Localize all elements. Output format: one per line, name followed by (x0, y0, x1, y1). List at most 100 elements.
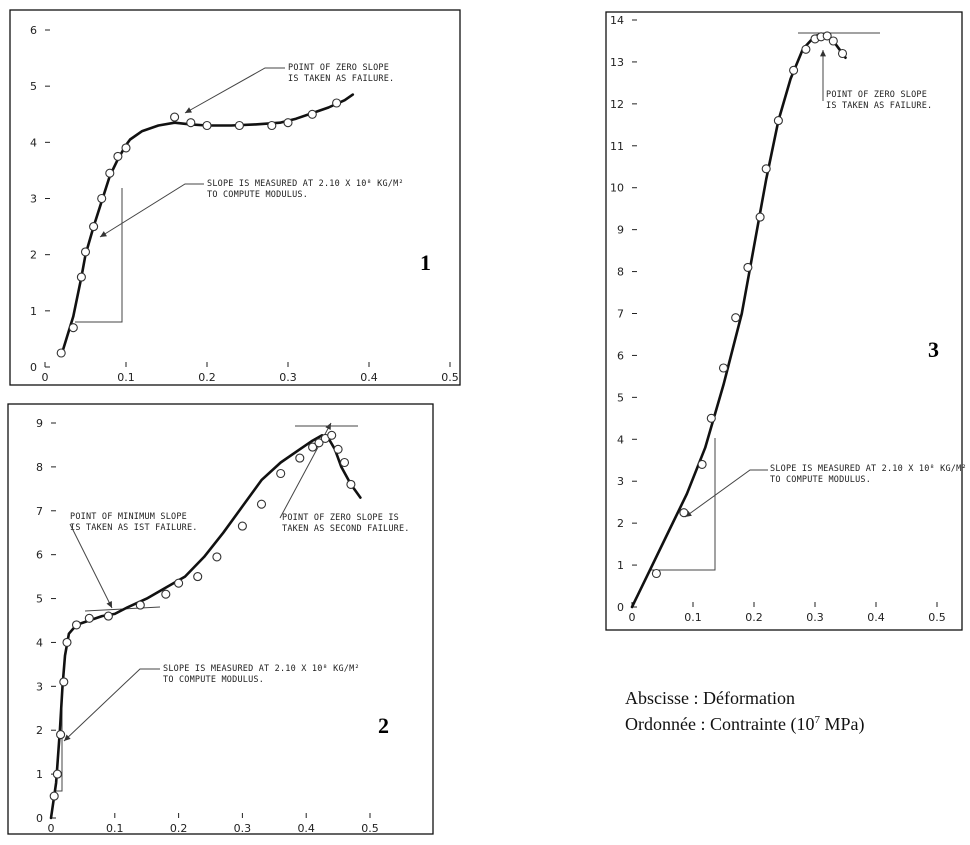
legend-y-prefix: Ordonnée : Contrainte (10 (625, 714, 815, 734)
annotation-line: IS TAKEN AS FAILURE. (288, 74, 394, 84)
annotation-arrowhead (820, 50, 826, 57)
chart-2-data-point (276, 468, 286, 479)
chart-1-data-point (89, 222, 99, 232)
annotation-leader (63, 668, 160, 742)
chart-2-frame (7, 403, 434, 835)
chart-1-y-tick-label: 1 (30, 305, 37, 318)
chart-3-data-point (822, 31, 832, 41)
chart-1-y-tick-label: 3 (30, 193, 37, 206)
chart-2-x-tick-label: 0.3 (234, 822, 252, 835)
chart-2-x-tick-label: 0.2 (170, 822, 188, 835)
chart-1-annotations: POINT OF ZERO SLOPE IS TAKEN AS FAILURE. S… (75, 63, 404, 323)
chart-3-data-point (773, 116, 783, 126)
chart-3-y-tick-label: 13 (610, 56, 624, 69)
chart-2-annotation: SLOPE IS MEASURED AT 2.10 X 10⁸ KG/M² TO … (163, 664, 360, 685)
chart-3-data-point (706, 413, 716, 423)
chart-3-x-tick-label: 0.4 (867, 611, 885, 624)
chart-3-x-tick-label: 0.1 (684, 611, 702, 624)
chart-1-x-tick-label: 0.3 (279, 371, 297, 384)
chart-1-x-tick-label: 0 (42, 371, 49, 384)
chart-1-data-point (202, 120, 212, 131)
chart-2-x-tick-label: 0.4 (297, 822, 315, 835)
annotation-line: POINT OF ZERO SLOPE (288, 63, 389, 73)
chart-2-data-point (62, 637, 72, 647)
chart-2-y-tick-label: 1 (36, 768, 43, 781)
chart-1-panel-label: 1 (420, 250, 431, 275)
annotation-line: SLOPE IS MEASURED AT 2.10 X 10⁸ KG/M² (163, 664, 360, 674)
chart-1: 0 0.1 0.2 0.3 0.4 0.5 0 1 2 3 4 5 6 POINT OF ZERO SL… (9, 9, 461, 386)
annotation-arrowhead (100, 231, 107, 237)
chart-3-x-tick-label: 0.2 (745, 611, 763, 624)
chart-1-data-point (121, 143, 131, 153)
chart-2-y-tick-label: 7 (36, 505, 43, 518)
chart-3-y-tick-label: 5 (617, 391, 624, 404)
annotation-arrowhead (106, 601, 112, 608)
chart-2-data-point (314, 438, 324, 448)
chart-1-data-point (307, 109, 317, 119)
annotation-line: POINT OF ZERO SLOPE (826, 90, 927, 100)
chart-1-x-tick-label: 0.1 (117, 371, 135, 384)
annotation-line: TO COMPUTE MODULUS. (207, 190, 308, 200)
chart-1-curve (59, 93, 355, 358)
chart-1-data-point (170, 112, 180, 122)
chart-3-y-tick-label: 12 (610, 98, 624, 111)
chart-2-data-point (333, 444, 343, 454)
legend-y-suffix: MPa) (819, 714, 865, 734)
chart-1-axes: 0 0.1 0.2 0.3 0.4 0.5 0 1 2 3 4 5 6 (30, 24, 459, 384)
chart-2-x-tick-label: 0.1 (106, 822, 124, 835)
chart-1-annotation: POINT OF ZERO SLOPE IS TAKEN AS FAILURE. (288, 63, 394, 84)
chart-1-x-tick-label: 0.4 (360, 371, 378, 384)
chart-2-data-point (295, 453, 305, 463)
chart-2-x-tick-label: 0.5 (361, 822, 379, 835)
chart-2-axes: 0 0.1 0.2 0.3 0.4 0.5 0 1 2 3 4 5 6 7 8 9 (36, 417, 379, 835)
chart-2-data-point (135, 600, 145, 610)
chart-2-data-point (256, 499, 267, 509)
chart-1-data-point (105, 168, 115, 178)
chart-3-x-tick-label: 0.3 (806, 611, 824, 624)
chart-3-x-tick-label: 0 (629, 611, 636, 624)
chart-1-annotation: SLOPE IS MEASURED AT 2.10 X 10⁸ KG/M² TO … (207, 179, 404, 200)
chart-3-y-tick-label: 0 (617, 601, 624, 614)
chart-3-y-tick-label: 10 (610, 182, 624, 195)
annotation-line: POINT OF ZERO SLOPE IS (282, 513, 399, 523)
chart-2-data-point (327, 430, 337, 440)
slope-construction-line (75, 188, 123, 323)
chart-1-data-point (97, 193, 107, 204)
chart-1-x-tick-label: 0.2 (198, 371, 216, 384)
chart-1-y-tick-label: 0 (30, 361, 37, 374)
chart-1-x-tick-label: 0.5 (441, 371, 459, 384)
annotation-line: TO COMPUTE MODULUS. (163, 675, 264, 685)
chart-2-data-point (161, 589, 171, 599)
annotation-line: IS TAKEN AS IST FAILURE. (70, 523, 198, 533)
chart-2-data-point (308, 442, 318, 452)
chart-3-data-point (761, 164, 771, 174)
chart-1-y-tick-label: 5 (30, 80, 37, 93)
chart-1-y-tick-label: 6 (30, 24, 37, 37)
chart-2-panel-label: 2 (378, 713, 389, 738)
annotation-leader (99, 183, 204, 238)
chart-3-y-tick-label: 2 (617, 517, 624, 530)
chart-2-data-point (193, 572, 203, 582)
chart-3-data-point (731, 313, 741, 323)
chart-3-data-point (651, 568, 661, 579)
legend-y-line: Ordonnée : Contrainte (107 MPa) (625, 709, 864, 735)
chart-2-plot (49, 430, 362, 820)
chart-3-y-tick-label: 3 (617, 475, 624, 488)
chart-1-plot (56, 93, 355, 358)
chart-1-data-point (186, 118, 196, 128)
annotation-leader (184, 67, 285, 114)
chart-2-data-point (71, 620, 82, 630)
chart-1-data-point (267, 120, 277, 131)
chart-3-data-point (679, 508, 689, 518)
chart-2-data-point (56, 730, 66, 740)
annotation-line: POINT OF MINIMUM SLOPE (70, 512, 187, 522)
chart-1-data-point (113, 151, 123, 161)
chart-1-data-point (80, 247, 91, 257)
chart-1-data-point (56, 348, 66, 358)
chart-2-data-point (49, 791, 59, 801)
chart-1-data-point (234, 120, 244, 131)
chart-2-y-tick-label: 8 (36, 461, 43, 474)
chart-2-data-point (339, 457, 350, 468)
